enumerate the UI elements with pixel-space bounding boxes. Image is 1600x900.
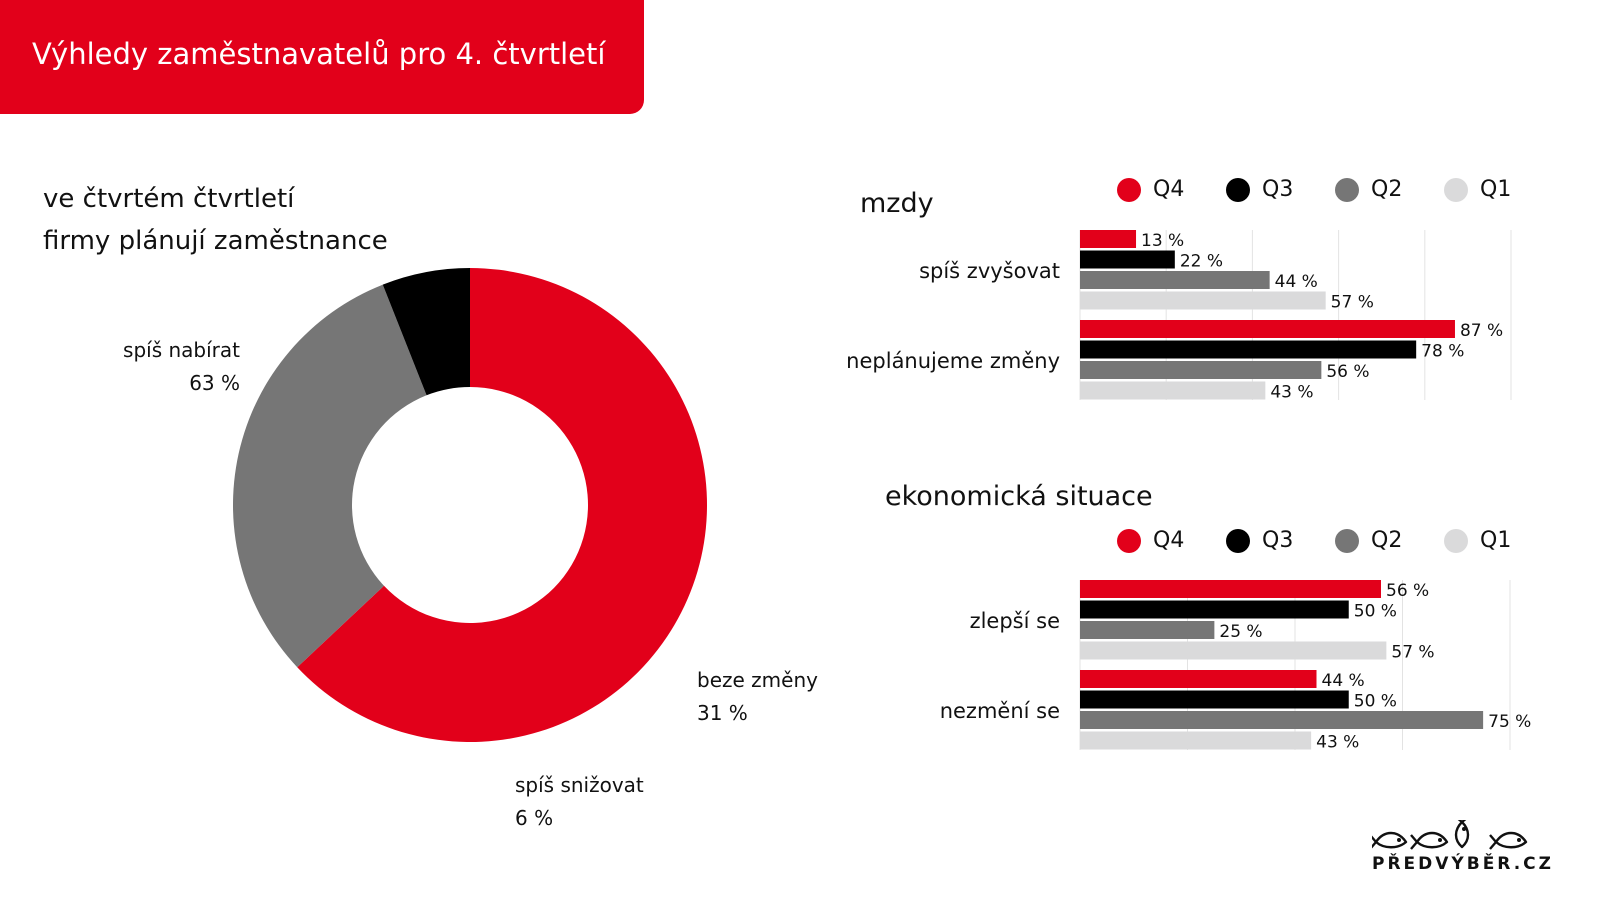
data-label: 43 % xyxy=(1270,383,1313,403)
economy-legend: Q4 Q3 Q2 Q1 xyxy=(1117,526,1517,556)
legend-label-q4: Q4 xyxy=(1153,177,1185,202)
data-label: 50 % xyxy=(1354,602,1397,622)
slice-label-value: 6 % xyxy=(515,806,554,830)
bar-q3-zlepsi-se xyxy=(1080,600,1349,619)
slice-label-value: 31 % xyxy=(697,701,748,725)
bar-q2-nezmeni-se xyxy=(1080,711,1484,729)
slice-label-value: 63 % xyxy=(189,371,240,395)
data-label: 56 % xyxy=(1386,581,1429,601)
slice-label-name: beze změny xyxy=(697,668,818,692)
bar-q2-zlepsi-se xyxy=(1080,621,1215,639)
bar-q3-spis-zvysovat xyxy=(1080,250,1175,269)
legend-label-q3: Q3 xyxy=(1262,528,1294,553)
wages-legend: Q4 Q3 Q2 Q1 xyxy=(1117,175,1517,205)
wages-bar-chart: spíš zvyšovat 13 %22 % 44 % 57 % neplánujeme… xyxy=(846,230,1512,403)
slice-label-name: spíš nabírat xyxy=(123,338,240,362)
data-label: 50 % xyxy=(1354,692,1397,712)
legend-label-q1: Q1 xyxy=(1480,177,1512,202)
predvyber-logo: PŘEDVÝBĚR.CZ xyxy=(1369,816,1551,874)
bar-q4-nezmeni-se xyxy=(1080,670,1317,688)
bar-q2-spis-zvysovat xyxy=(1080,271,1270,289)
logo-text: PŘEDVÝBĚR.CZ xyxy=(1372,854,1554,874)
data-label: 43 % xyxy=(1316,733,1359,753)
slice-label-beze-zmeny: beze změny 31 % xyxy=(697,664,818,730)
legend-label-q3: Q3 xyxy=(1262,177,1294,202)
legend-label-q4: Q4 xyxy=(1153,528,1185,553)
legend-swatch-q3 xyxy=(1226,529,1250,553)
bar-q4-spis-zvysovat xyxy=(1080,230,1137,248)
legend-swatch-q2 xyxy=(1335,529,1359,553)
slice-label-spis-snizovat: spíš snižovat 6 % xyxy=(515,769,644,835)
bar-q1-neplanujeme-zmeny xyxy=(1080,381,1266,400)
title-banner: Výhledy zaměstnavatelů pro 4. čtvrtletí xyxy=(0,0,644,114)
donut-slice-beze-zmeny xyxy=(232,284,427,668)
bar-q4-neplanujeme-zmeny xyxy=(1080,320,1455,338)
donut-chart-title: ve čtvrtém čtvrtletí firmy plánují zaměs… xyxy=(43,178,388,262)
category-label: neplánujeme změny xyxy=(846,349,1060,373)
data-label: 78 % xyxy=(1421,342,1464,362)
bar-q4-zlepsi-se xyxy=(1080,580,1381,598)
bar-group-zlepsi-se: zlepší se 56 %50 % 25 % 57 % xyxy=(970,580,1435,663)
page-title: Výhledy zaměstnavatelů pro 4. čtvrtletí xyxy=(32,37,606,71)
fish-logo-icon xyxy=(1369,816,1528,850)
legend-label-q1: Q1 xyxy=(1480,528,1512,553)
data-label: 44 % xyxy=(1275,272,1318,292)
data-label: 56 % xyxy=(1326,362,1369,382)
bar-group-neplanujeme-zmeny: neplánujeme změny 87 %78 % 56 % 43 % xyxy=(846,320,1503,403)
legend-swatch-q1 xyxy=(1444,178,1468,202)
data-label: 87 % xyxy=(1460,321,1503,341)
slice-label-spis-nabirat: spíš nabírat 63 % xyxy=(60,334,240,400)
donut-slice-spis-snizovat xyxy=(382,268,470,396)
bar-q1-zlepsi-se xyxy=(1080,641,1387,660)
data-label: 44 % xyxy=(1322,671,1365,691)
legend-swatch-q1 xyxy=(1444,529,1468,553)
category-label: spíš zvyšovat xyxy=(919,259,1060,283)
donut-chart xyxy=(232,268,707,742)
legend-swatch-q4 xyxy=(1117,529,1141,553)
wages-chart-title: mzdy xyxy=(860,188,934,219)
bar-q3-neplanujeme-zmeny xyxy=(1080,340,1417,359)
category-label: zlepší se xyxy=(970,609,1060,633)
economy-chart-title: ekonomická situace xyxy=(885,481,1153,512)
bar-q1-spis-zvysovat xyxy=(1080,291,1326,310)
slice-label-name: spíš snižovat xyxy=(515,773,644,797)
bar-q2-neplanujeme-zmeny xyxy=(1080,361,1322,379)
donut-slice-spis-nabirat xyxy=(297,268,707,742)
data-label: 25 % xyxy=(1219,622,1262,642)
data-label: 22 % xyxy=(1180,252,1223,272)
legend-swatch-q2 xyxy=(1335,178,1359,202)
bar-q3-nezmeni-se xyxy=(1080,690,1349,709)
data-label: 75 % xyxy=(1488,712,1531,732)
data-label: 57 % xyxy=(1331,293,1374,313)
bar-group-nezmeni-se: nezmění se 44 %50 % 75 % 43 % xyxy=(940,670,1531,753)
data-label: 13 % xyxy=(1141,231,1184,251)
legend-swatch-q3 xyxy=(1226,178,1250,202)
bar-group-spis-zvysovat: spíš zvyšovat 13 %22 % 44 % 57 % xyxy=(919,230,1374,313)
legend-swatch-q4 xyxy=(1117,178,1141,202)
donut-title-line-1: ve čtvrtém čtvrtletí xyxy=(43,184,295,214)
donut-title-line-2: firmy plánují zaměstnance xyxy=(43,226,388,256)
data-label: 57 % xyxy=(1391,643,1434,663)
legend-label-q2: Q2 xyxy=(1371,528,1403,553)
legend-label-q2: Q2 xyxy=(1371,177,1403,202)
bar-q1-nezmeni-se xyxy=(1080,731,1312,750)
category-label: nezmění se xyxy=(940,699,1060,723)
